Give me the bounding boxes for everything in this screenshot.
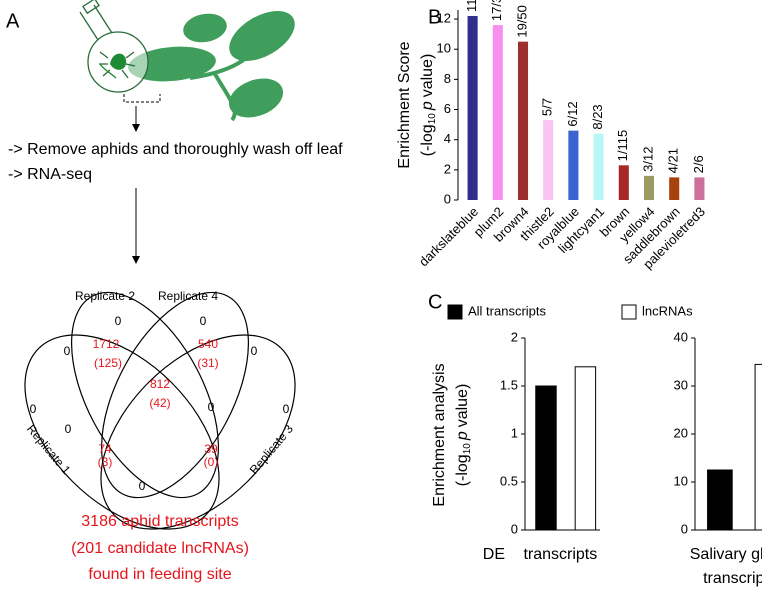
bar bbox=[643, 175, 655, 200]
x-category-label: DE transcripts bbox=[482, 546, 598, 563]
y-axis-label: Enrichment analysis bbox=[431, 363, 448, 506]
venn-count: 0 bbox=[30, 402, 37, 416]
venn-count: 0 bbox=[64, 344, 71, 358]
y-tick-label: 6 bbox=[444, 101, 451, 116]
bar-label: 4/21 bbox=[666, 148, 681, 173]
panel-label: B bbox=[428, 6, 441, 28]
legend-swatch bbox=[447, 304, 463, 320]
bar-label: 1/115 bbox=[615, 130, 630, 162]
bar-label: 11/13 bbox=[464, 0, 479, 12]
x-category-label: Salivary gland transcripts bbox=[689, 546, 762, 587]
bar bbox=[754, 363, 762, 531]
bar bbox=[543, 120, 554, 200]
bar bbox=[707, 469, 733, 531]
legend-label: lncRNAs bbox=[642, 303, 693, 318]
panel-label: A bbox=[6, 10, 20, 32]
y-tick-label: 8 bbox=[444, 71, 451, 86]
venn-lncrna: (125) bbox=[94, 356, 122, 370]
y-tick-label: 1.5 bbox=[500, 377, 518, 392]
x-tick-label: darkslateblue bbox=[416, 204, 481, 269]
bar bbox=[467, 16, 478, 201]
leaf-illustration bbox=[128, 11, 295, 122]
bar-label: 8/23 bbox=[590, 104, 605, 129]
bar bbox=[568, 130, 579, 200]
venn-count: 1712 bbox=[93, 337, 120, 351]
y-label-part: (-log bbox=[454, 454, 471, 486]
summary: found in feeding site bbox=[88, 566, 231, 583]
bar bbox=[535, 385, 557, 531]
y-axis-label: Enrichment Score bbox=[396, 41, 413, 168]
y-label-part: value) bbox=[419, 54, 436, 98]
y-tick-label: 2 bbox=[511, 329, 518, 344]
venn-count: 39 bbox=[204, 442, 218, 456]
flask bbox=[79, 0, 149, 93]
venn-count: 0 bbox=[251, 344, 258, 358]
venn-ellipses bbox=[24, 291, 296, 530]
bar-label: 19/50 bbox=[514, 5, 529, 38]
venn-count: 0 bbox=[115, 314, 122, 328]
y-tick-label: 40 bbox=[674, 329, 688, 344]
venn-count: 0 bbox=[208, 400, 215, 414]
bar bbox=[517, 41, 529, 200]
bar-label: 2/6 bbox=[691, 155, 706, 173]
venn-lncrna: (0) bbox=[204, 455, 219, 469]
bar bbox=[574, 366, 597, 531]
bar-label: 3/12 bbox=[640, 147, 655, 172]
panel-label: C bbox=[428, 291, 442, 313]
step: -> Remove aphids and thoroughly wash off… bbox=[8, 141, 343, 158]
bar bbox=[618, 165, 629, 200]
venn-count: 812 bbox=[150, 377, 170, 391]
venn-count: 0 bbox=[200, 314, 207, 328]
bracket bbox=[123, 94, 161, 103]
legend-swatch bbox=[621, 304, 637, 320]
bar-label: 6/12 bbox=[565, 101, 580, 126]
y-label-part: value) bbox=[454, 384, 471, 428]
y-label-part: p bbox=[454, 431, 471, 441]
y-tick-label: 12 bbox=[437, 10, 451, 25]
venn-set-label: Replicate 2 bbox=[75, 289, 135, 303]
venn-count: 0 bbox=[65, 422, 72, 436]
y-tick-label: 1 bbox=[511, 425, 518, 440]
y-tick-label: 10 bbox=[674, 473, 688, 488]
y-label-sub: 10 bbox=[462, 443, 473, 455]
y-tick-label: 0 bbox=[444, 191, 451, 206]
y-tick-label: 0 bbox=[681, 521, 688, 536]
legend-label: All transcripts bbox=[468, 303, 547, 318]
venn-count: 74 bbox=[98, 442, 112, 456]
y-tick-label: 2 bbox=[444, 161, 451, 176]
bar bbox=[593, 133, 604, 200]
summary: (201 candidate lncRNAs) bbox=[71, 540, 249, 557]
y-tick-label: 0 bbox=[511, 521, 518, 536]
venn-lncrna: (42) bbox=[149, 396, 170, 410]
y-axis-label: (-log10 p value) bbox=[419, 54, 437, 157]
bar-label: 5/7 bbox=[540, 98, 555, 116]
summary: 3186 aphid transcripts bbox=[81, 513, 238, 530]
bar bbox=[492, 25, 503, 201]
y-axis-label: (-log10 p value) bbox=[454, 384, 472, 487]
y-tick-label: 4 bbox=[444, 131, 451, 146]
bar-label: 17/35 bbox=[489, 0, 504, 21]
y-tick-label: 20 bbox=[674, 425, 688, 440]
y-tick-label: 0.5 bbox=[500, 473, 518, 488]
y-tick-label: 30 bbox=[674, 377, 688, 392]
y-label-part: (-log bbox=[419, 124, 436, 156]
venn-set-label: Replicate 4 bbox=[158, 289, 218, 303]
venn-count: 0 bbox=[283, 402, 290, 416]
venn-count: 540 bbox=[198, 337, 218, 351]
y-tick-label: 10 bbox=[437, 41, 451, 56]
venn-lncrna: (31) bbox=[197, 356, 218, 370]
venn-count: 0 bbox=[139, 479, 146, 493]
bar bbox=[669, 177, 680, 200]
venn-set-label: Replicate 3 bbox=[247, 422, 297, 477]
bar bbox=[694, 177, 705, 200]
arrows bbox=[132, 106, 140, 264]
step: -> RNA-seq bbox=[8, 166, 92, 183]
venn-lncrna: (3) bbox=[98, 455, 113, 469]
y-label-part: p bbox=[419, 101, 436, 111]
y-label-sub: 10 bbox=[427, 113, 438, 125]
